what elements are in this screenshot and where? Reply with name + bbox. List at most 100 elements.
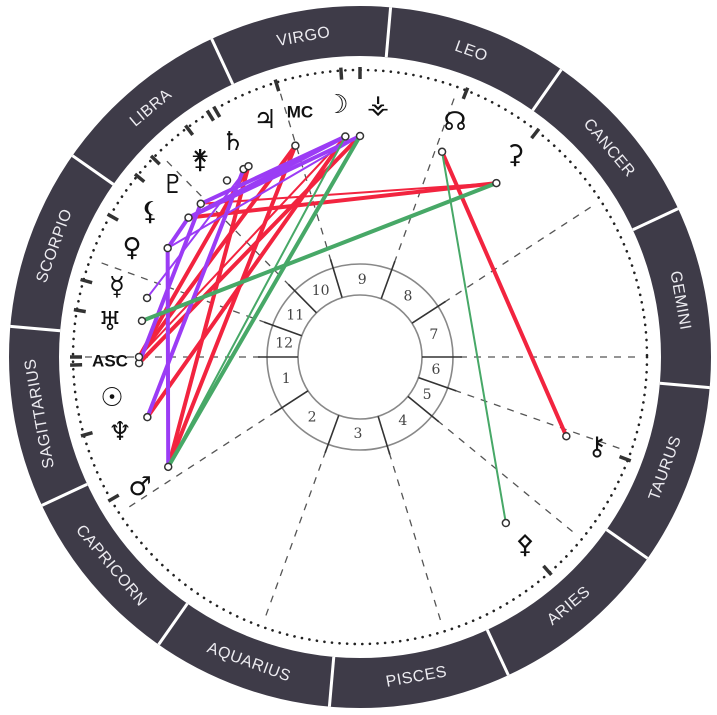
position-tick xyxy=(73,307,87,314)
house-number-6: 6 xyxy=(431,362,440,378)
house-number-9: 9 xyxy=(358,272,367,288)
house-inner-circle xyxy=(297,294,423,420)
house-number-10: 10 xyxy=(312,283,330,299)
position-tick xyxy=(80,277,93,285)
position-tick xyxy=(212,105,222,118)
house-cusp-dashed-line xyxy=(123,410,277,512)
house-number-1: 1 xyxy=(282,371,291,387)
marker-uranus xyxy=(137,316,147,326)
house-cusp-line xyxy=(411,300,446,324)
sign-divider xyxy=(210,38,235,85)
position-tick xyxy=(205,109,215,122)
house-cusp-dashed-line xyxy=(94,259,267,324)
zodiac-ring: GEMINICANCERLEOVIRGOLIBRASCORPIOSAGITTAR… xyxy=(9,6,711,708)
marker-mc xyxy=(291,141,300,150)
house-number-7: 7 xyxy=(429,327,438,343)
sign-divider xyxy=(71,154,115,186)
house-cusp-dashed-line xyxy=(262,450,327,623)
house-cusp-dashed-line xyxy=(436,419,579,537)
position-tick xyxy=(107,493,120,503)
pallas-icon: ⚴ xyxy=(515,530,534,560)
position-tick xyxy=(461,87,470,100)
marker-lilith xyxy=(184,213,193,222)
marker-mercury xyxy=(142,293,152,303)
lilith-icon: ⚸ xyxy=(140,197,159,227)
house-cusp-line xyxy=(377,416,391,455)
position-tick xyxy=(133,172,146,184)
aspect-line-sun-vesta xyxy=(137,134,362,366)
house-number-3: 3 xyxy=(354,426,363,442)
position-tick xyxy=(149,154,161,166)
marker-pallas xyxy=(501,518,511,528)
jupiter-icon: ♃ xyxy=(253,105,276,135)
house-number-5: 5 xyxy=(423,387,432,403)
marker-mars xyxy=(163,462,173,472)
house-number-12: 12 xyxy=(275,336,293,352)
sign-divider xyxy=(384,7,393,58)
ceres-icon: ⚳ xyxy=(505,140,524,170)
sign-divider xyxy=(659,381,710,390)
house-cusp-line xyxy=(287,283,318,314)
sign-divider xyxy=(41,482,88,507)
house-cusp-line xyxy=(418,376,457,392)
sign-divider xyxy=(485,629,510,676)
aspect-line-neptune-moon xyxy=(145,134,348,420)
position-tick xyxy=(542,564,553,577)
aspect-line-uranus-ceres xyxy=(139,181,499,323)
aspect-line-sun-pluto xyxy=(137,201,203,366)
marker-venus xyxy=(163,243,172,253)
vesta-icon: ⚶ xyxy=(367,90,389,120)
venus-icon: ♀ xyxy=(122,233,141,263)
pluto-icon: ♇ xyxy=(161,170,184,200)
mc-icon: MC xyxy=(287,103,313,122)
uranus-icon: ♅ xyxy=(98,307,121,337)
aspect-line-mars-venus xyxy=(165,246,171,469)
aspect-line-mars-jupiter xyxy=(166,164,251,469)
house-cusp-dashed-line xyxy=(388,452,444,627)
aspect-line-lilith-ceres xyxy=(186,181,499,220)
marker-jupiter xyxy=(244,161,253,171)
house-cusp-line xyxy=(324,414,340,454)
planet-markers: ♂ ♆ ☉ ASC ♅ ☿ ♀ ⚸♇⚵ ♄ ♃ MC ☽ ⚶ ☊ ⚳ ⚷ ⚴ xyxy=(70,67,632,577)
marker-juno xyxy=(222,176,232,185)
aspect-line-pluto-moon xyxy=(198,134,348,206)
marker-pluto xyxy=(196,199,206,209)
moon-icon: ☽ xyxy=(325,90,348,120)
sun-icon: ☉ xyxy=(100,383,123,413)
aspect-line-neptune-saturn xyxy=(145,167,246,420)
position-tick xyxy=(273,79,281,92)
house-cusp-line xyxy=(274,390,309,414)
aspect-line-lilith-vesta xyxy=(186,134,362,220)
house-number-2: 2 xyxy=(308,409,317,425)
sign-divider xyxy=(327,656,336,707)
sign-divider xyxy=(605,528,649,560)
house-number-11: 11 xyxy=(286,307,304,323)
aspect-line-asc-moon xyxy=(138,135,347,358)
marker-chiron xyxy=(562,431,571,441)
house-number-4: 4 xyxy=(398,413,407,429)
sign-divider xyxy=(10,324,61,333)
chiron-icon: ⚷ xyxy=(587,432,606,462)
aspect-line-venus-vesta xyxy=(166,135,361,250)
aspect-line-mars-moon xyxy=(167,135,347,468)
position-tick xyxy=(106,212,119,222)
position-tick xyxy=(80,431,93,438)
position-tick xyxy=(618,454,632,463)
house-cusp-dashed-line xyxy=(161,155,291,287)
mercury-icon: ☿ xyxy=(109,272,125,302)
sign-divider xyxy=(632,207,679,232)
marker-vesta xyxy=(355,131,365,141)
position-tick xyxy=(530,127,541,140)
house-cusp-line xyxy=(263,321,303,337)
sign-divider xyxy=(157,602,189,646)
marker-asc xyxy=(134,352,144,362)
position-tick xyxy=(184,124,195,137)
marker-neptune xyxy=(143,412,152,422)
north-node-icon: ☊ xyxy=(443,107,466,137)
sign-divider xyxy=(531,68,563,112)
house-cusp-line xyxy=(329,259,343,298)
aspect-line-mars-vesta xyxy=(166,134,362,469)
neptune-icon: ♆ xyxy=(108,417,131,447)
